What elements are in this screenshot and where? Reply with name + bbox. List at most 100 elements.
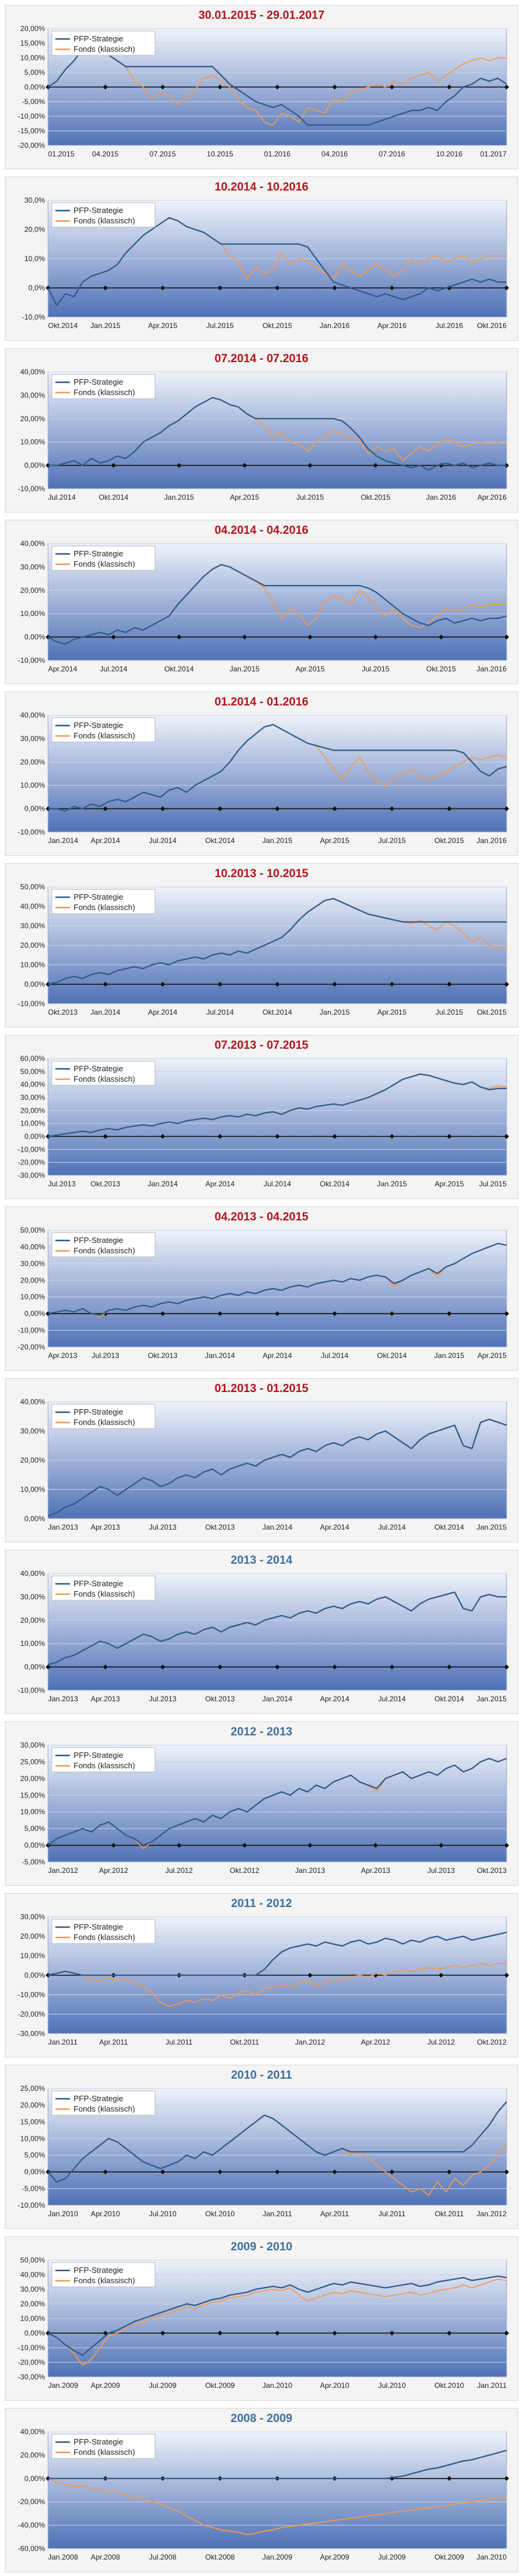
line-chart: 50,00% 40,00% 30,00% 20,00% 10,00% 0,00% -10,0… (18, 883, 509, 1017)
y-tick-label: -10,0% (22, 313, 45, 321)
x-tick-label: Apr.2009 (91, 2381, 120, 2390)
x-tick-label: Apr.2011 (320, 2210, 349, 2218)
y-tick-label: 10,00% (20, 1293, 45, 1301)
axis-marker (332, 1134, 338, 1139)
x-tick-label: Jan.2013 (295, 1866, 325, 1875)
y-tick-label: 50,00% (20, 1227, 45, 1234)
x-tick-label: Jan.2011 (48, 2038, 78, 2046)
y-tick-label: -10,00% (18, 485, 45, 493)
chart-panel: 2013 - 2014 40,00% 30,00% 20,00% 10,00% 0,00%… (5, 1550, 518, 1714)
y-tick-label: -5,00% (22, 2185, 45, 2193)
axis-marker (160, 2169, 165, 2175)
y-tick-label: -30,00% (18, 2373, 45, 2381)
y-tick-label: 10,00% (20, 609, 45, 618)
x-tick-label: Jul.2015 (362, 665, 390, 673)
series-line-pfp (47, 217, 507, 306)
axis-marker (389, 2331, 395, 2336)
axis-marker (446, 2331, 452, 2336)
chart-panel: 2012 - 2013 30,00% 25,00% 20,00% 15,00% 10,00… (5, 1721, 518, 1886)
y-tick-label: 10,00% (20, 1639, 45, 1648)
x-tick-label: Apr.2015 (477, 1351, 507, 1360)
y-tick-label: 30,00% (20, 1427, 45, 1435)
x-tick-label: Jan.2014 (48, 836, 78, 845)
x-tick-label: 01.2016 (264, 150, 291, 158)
y-tick-label: 15,00% (20, 1791, 45, 1799)
legend-box (51, 545, 156, 571)
axis-marker (438, 1843, 444, 1848)
series-line-fonds (47, 1962, 507, 2007)
y-tick-label: 25,00% (20, 2085, 45, 2093)
x-tick-label: Jul.2014 (100, 665, 128, 673)
x-tick-label: Okt.2012 (230, 1866, 260, 1875)
x-tick-label: Jul.2015 (479, 1180, 507, 1188)
legend-label-fonds: Fonds (klassisch) (74, 1933, 135, 1942)
axis-marker (160, 85, 165, 89)
chart-title: 2011 - 2012 (230, 1897, 293, 1910)
axis-marker (332, 806, 338, 811)
axis-marker (103, 85, 108, 89)
legend-label-fonds: Fonds (klassisch) (74, 1761, 135, 1770)
y-tick-label: 0,00% (24, 1514, 45, 1523)
x-tick-label: Jul.2015 (378, 836, 406, 845)
x-tick-label: Apr.2010 (91, 2210, 120, 2218)
x-tick-label: Okt.2014 (99, 493, 128, 502)
y-tick-label: 30,00% (20, 1592, 45, 1601)
x-tick-label: Okt.2015 (434, 836, 464, 845)
axis-marker (275, 1311, 280, 1317)
x-tick-label: Jul.2012 (428, 2038, 455, 2046)
y-tick-label: -10,00% (18, 828, 45, 836)
axis-marker (438, 1973, 444, 1978)
axis-marker (389, 1311, 395, 1317)
axis-marker (389, 806, 395, 811)
line-chart: 40,00% 30,00% 20,00% 10,00% 0,00%Jan.2013 Apr… (20, 1398, 507, 1531)
legend-box (51, 2090, 156, 2116)
axis-marker (242, 1843, 248, 1848)
y-tick-label: -10,00% (18, 1145, 45, 1153)
axis-marker (176, 1843, 182, 1848)
chart-panel: 2009 - 2010 50,00% 40,00% 30,00% 20,00% 10,00… (5, 2236, 518, 2401)
axis-marker (160, 806, 165, 811)
y-tick-label: 20,00% (20, 586, 45, 595)
x-tick-label: Okt.2014 (205, 836, 235, 845)
x-tick-label: Okt.2014 (263, 1008, 293, 1017)
y-tick-label: 30,00% (20, 1741, 45, 1749)
x-tick-label: Apr.2014 (48, 665, 77, 673)
x-tick-label: Apr.2015 (320, 836, 349, 845)
y-tick-label: 30,00% (20, 734, 45, 743)
x-tick-label: Jan.2012 (295, 2038, 325, 2046)
axis-marker (389, 1134, 395, 1139)
x-tick-label: Apr.2013 (91, 1523, 120, 1531)
y-tick-label: 0,00% (24, 1132, 45, 1141)
x-tick-label: 01.2015 (48, 150, 75, 158)
legend-label-pfp: PFP-Strategie (74, 2437, 123, 2446)
y-tick-label: -10,00% (18, 999, 45, 1008)
x-tick-label: Okt.2009 (205, 2381, 235, 2390)
chart-title: 2013 - 2014 (230, 1554, 293, 1567)
legend-label-fonds: Fonds (klassisch) (74, 731, 135, 740)
line-chart: 50,00% 40,00% 30,00% 20,00% 10,00% 0,00% -10,0… (18, 2256, 509, 2390)
axis-marker (332, 982, 338, 987)
axis-marker (217, 1311, 223, 1317)
y-tick-label: -10,00% (18, 656, 45, 665)
chart-title: 10.2014 - 10.2016 (214, 181, 309, 194)
legend-label-fonds: Fonds (klassisch) (74, 216, 135, 225)
legend-box (51, 30, 156, 56)
axis-marker (160, 1134, 165, 1139)
axis-marker (103, 982, 108, 987)
x-tick-label: Jan.2015 (320, 1008, 350, 1017)
x-tick-label: Jul.2014 (206, 1008, 234, 1017)
x-tick-label: Apr.2013 (91, 1695, 120, 1703)
y-tick-label: -20,00% (18, 1158, 45, 1167)
y-tick-label: 10,00% (20, 1951, 45, 1960)
chart-panel: 10.2014 - 10.2016 30,0% 20,0% 10,0% 0,0% -10,… (5, 177, 518, 341)
axis-marker (504, 634, 509, 640)
axis-marker (504, 806, 509, 811)
y-tick-label: 10,00% (20, 2314, 45, 2323)
x-tick-label: Apr.2015 (296, 665, 325, 673)
